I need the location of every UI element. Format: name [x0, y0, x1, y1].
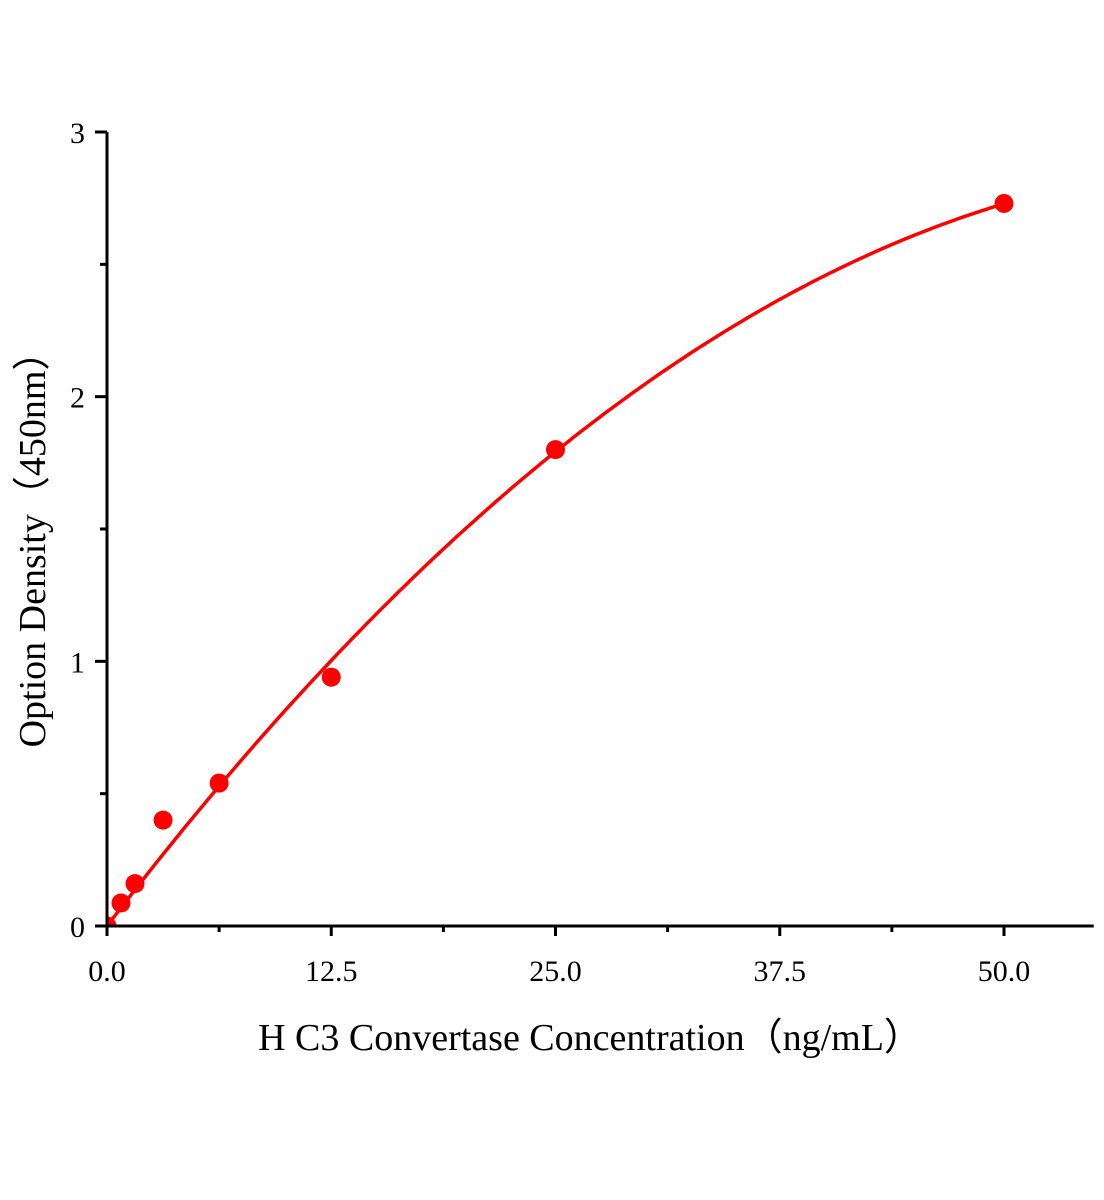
data-point: [107, 916, 117, 926]
data-point: [546, 440, 565, 460]
y-tick-label: 2: [70, 382, 85, 415]
data-point: [209, 773, 229, 793]
data-point: [111, 893, 131, 913]
x-axis-label: H C3 Convertase Concentration（ng/mL）: [258, 1017, 922, 1059]
x-tick-label: 37.5: [754, 955, 807, 988]
y-axis-label: Option Density（450nm）: [12, 333, 54, 748]
x-tick-label: 25.0: [529, 955, 582, 988]
data-point: [153, 810, 173, 830]
y-tick-label: 3: [70, 117, 85, 150]
y-tick-label: 1: [70, 646, 85, 679]
data-point: [994, 193, 1014, 213]
y-tick-label: 0: [70, 911, 85, 944]
x-tick-label: 0.0: [88, 955, 126, 988]
fit-curve: [105, 202, 1005, 928]
axes: 0.0 12.5 25.0 37.5 50.0 0 1 2 3: [70, 117, 1094, 988]
data-points: [107, 193, 1014, 926]
fit-curve-layer: [105, 202, 1005, 928]
x-tick-label: 50.0: [978, 955, 1031, 988]
data-point: [321, 667, 341, 687]
data-point: [125, 874, 145, 894]
x-tick-label: 12.5: [305, 955, 358, 988]
